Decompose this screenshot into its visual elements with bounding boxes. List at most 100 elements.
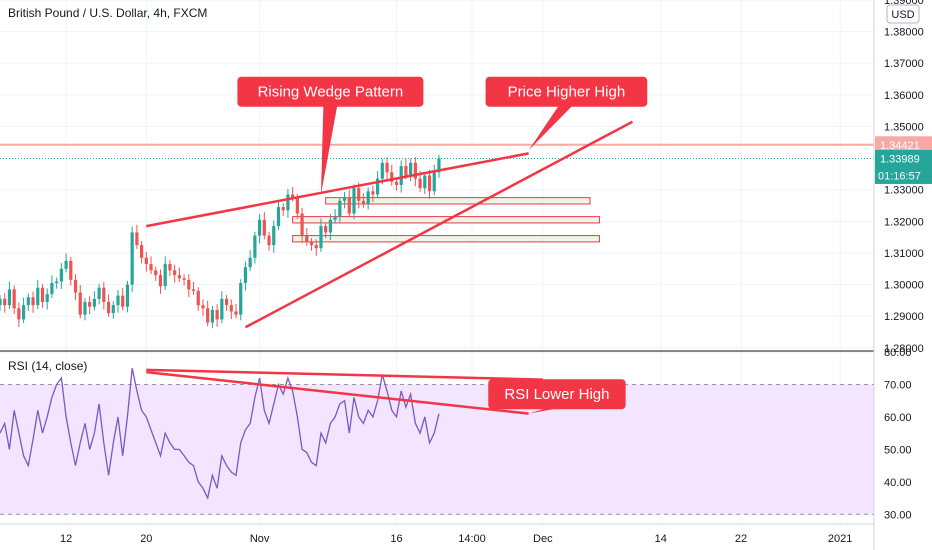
time-tick-label: Nov [250,533,270,545]
candle-body [3,298,7,306]
candle-body [64,260,68,269]
time-tick-label: 14:00 [458,533,486,545]
candle-body [305,235,309,242]
support-zone [292,235,600,243]
candle-body [215,309,219,320]
candle-body [324,226,328,233]
candle-body [149,264,153,271]
candle-body [319,226,323,249]
callout-pointer [320,104,338,195]
candle-body [437,158,441,173]
trendline-layer[interactable] [146,120,634,415]
level-price-label: 1.34421 [880,140,920,152]
candle-body [342,197,347,201]
candle-body [423,175,427,189]
rsi-band-layer [0,383,874,515]
price-tick-label: 1.32000 [884,216,924,228]
price-tick-label: 1.30000 [884,280,924,292]
candle-body [50,283,54,295]
candle-body [92,298,96,307]
candle-body [206,308,210,323]
candle-body [267,235,271,246]
candle-body [427,175,432,192]
candle-body [55,281,59,284]
currency-badge[interactable] [886,4,920,24]
callout-box [488,379,626,410]
candle-body [385,162,389,173]
candle-body [22,305,26,320]
candle-body [276,207,281,227]
time-tick-label: 22 [735,533,747,545]
candle-body [333,216,337,220]
candle-body [338,200,342,217]
last-price-tag [875,149,932,184]
rsi-tick-label: 50.00 [884,444,912,456]
candle-body [168,264,172,271]
candle-body [187,279,191,290]
candle-body [135,232,139,246]
main-chart-title: British Pound / U.S. Dollar, 4h, FXCM [8,6,207,20]
candle-body [224,298,229,306]
price-axis[interactable]: 1.39000 1.38000 1.37000 1.36000 1.35000 1.330… [884,0,924,521]
candle-body [116,295,120,306]
candle-body [88,301,92,307]
candle-body [31,297,35,306]
callout-layer[interactable]: Rising Wedge Pattern Price Higher High RSI… [237,76,648,414]
price-tick-label: 1.38000 [884,27,924,39]
candle-body [390,172,394,182]
candle-body [144,257,148,265]
candle-body [26,297,30,306]
candle-body [229,305,233,312]
candle-body [371,191,375,195]
callout-label: RSI Lower High [504,386,609,403]
rsi-tick-label: 70.00 [884,379,912,391]
candle-body [125,284,130,307]
candle-body [309,241,314,246]
candle-body [12,289,16,309]
candle-body [291,194,295,198]
candle-body [73,279,78,293]
candle-body [404,166,408,176]
candle-body [140,245,144,258]
currency-badge-label: USD [891,9,914,21]
time-tick-label: 2021 [828,533,852,545]
candle-body [272,226,276,246]
candle-body [286,194,290,211]
wedge-trendline [146,152,529,228]
price-tick-label: 1.29000 [884,311,924,323]
candle-body [295,197,299,214]
candle-body [352,188,356,214]
candle-body [258,219,262,236]
candle-body [376,178,380,195]
candle-body [380,162,384,179]
time-axis[interactable]: 12 20 Nov 16 14:00 Dec 14 22 2021 [60,533,852,545]
rsi-series [0,368,440,501]
candle-body [7,289,12,306]
rsi-trendline [146,368,543,381]
candle-body [300,213,304,236]
rsi-tick-label: 80.00 [884,347,912,359]
candle-body [45,294,49,302]
candle-body [111,305,115,314]
bar-countdown-label: 01:16:57 [878,170,921,182]
last-price-label: 1.33989 [880,153,920,165]
rsi-tick-label: 60.00 [884,412,912,424]
wedge-trendline [244,120,634,329]
candle-body [243,267,248,284]
candle-body [234,311,238,315]
candle-body [248,257,252,268]
price-level-layer [0,143,874,159]
candle-body [394,181,399,185]
candle-body [262,219,266,236]
callout-box [237,76,424,107]
callout-box [485,76,648,107]
candle-body [196,290,200,306]
candle-body [163,264,167,287]
price-tick-label: 1.36000 [884,90,924,102]
price-tick-label: 1.37000 [884,58,924,70]
callout-label: Rising Wedge Pattern [258,84,404,101]
candle-body [347,197,351,214]
candle-body [210,309,214,323]
candle-body [366,191,370,204]
